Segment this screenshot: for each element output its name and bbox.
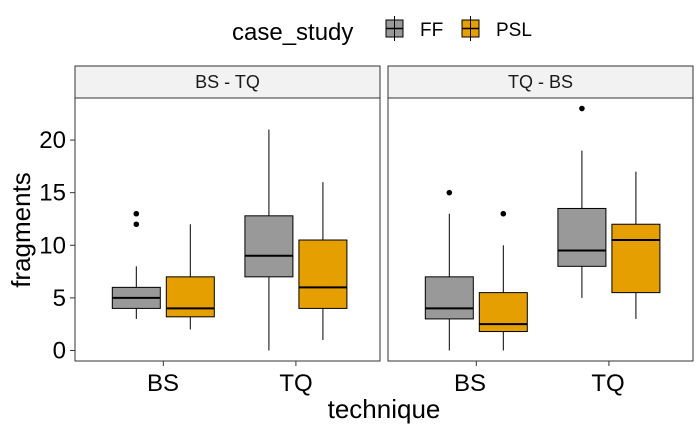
legend-label-psl: PSL	[496, 20, 532, 41]
panel-bs-tq-marks	[111, 129, 348, 366]
outlier-bs-psl	[500, 210, 507, 217]
x-tick-label-bs: BS	[147, 370, 179, 397]
box-tq-psl	[298, 239, 348, 309]
panel-tq-bs-marks	[424, 105, 661, 366]
plot-area-tq-bs	[387, 97, 694, 362]
panel-tq-bs: TQ - BS BS TQ	[387, 65, 694, 397]
strip-tq-bs	[387, 65, 694, 99]
box-tq-psl	[611, 223, 661, 294]
outlier-tq-ff	[579, 105, 585, 112]
x-axis-title: technique	[328, 394, 441, 424]
legend-title: case_study	[232, 19, 353, 46]
strip-label-bs-tq: BS - TQ	[195, 72, 260, 92]
strip-label-tq-bs: TQ - BS	[508, 72, 573, 92]
y-tick-label: 15	[39, 180, 66, 207]
outlier-bs-ff	[133, 221, 140, 228]
outlier-bs-ff	[446, 189, 453, 196]
y-tick-label: 10	[39, 232, 66, 259]
legend: case_study FF PSL	[232, 16, 532, 46]
y-tick-label: 0	[53, 337, 66, 364]
y-tick-label: 20	[39, 127, 66, 154]
strip-bs-tq	[74, 65, 381, 99]
box-tq-ff	[244, 215, 294, 278]
box-bs-psl	[165, 276, 215, 318]
box-tq-ff	[557, 207, 607, 267]
box-bs-ff	[424, 276, 474, 320]
panel-bs-tq: BS - TQ BS TQ	[74, 65, 381, 397]
plot-area-bs-tq	[74, 97, 381, 362]
x-tick-label-bs: BS	[454, 370, 486, 397]
x-tick-label-tq: TQ	[591, 370, 624, 397]
y-axis: 0 5 10 15 20	[39, 127, 75, 364]
y-axis-title: fragments	[6, 172, 36, 288]
box-bs-psl	[478, 292, 528, 333]
legend-label-ff: FF	[420, 20, 443, 41]
outlier-bs-ff	[133, 210, 140, 217]
y-tick-label: 5	[53, 285, 66, 312]
x-tick-label-tq: TQ	[279, 370, 312, 397]
